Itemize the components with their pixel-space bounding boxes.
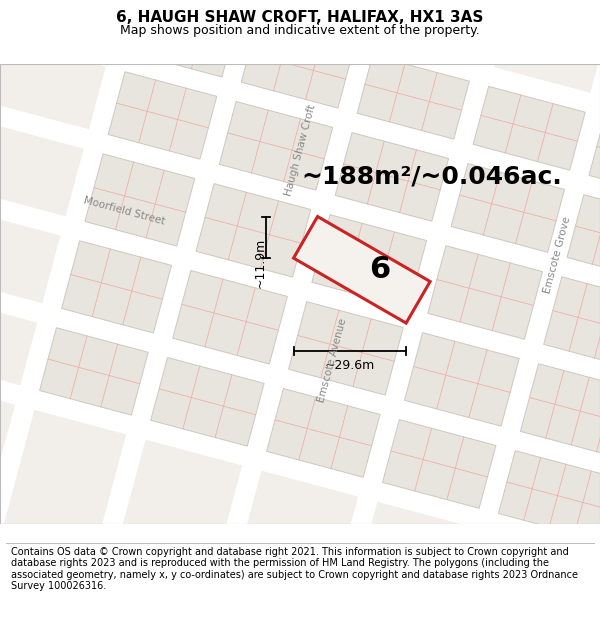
Text: Moorfield Street: Moorfield Street	[82, 196, 166, 227]
Bar	[266, 389, 380, 478]
Bar	[108, 72, 217, 159]
Bar	[289, 302, 403, 395]
Text: 6, HAUGH SHAW CROFT, HALIFAX, HX1 3AS: 6, HAUGH SHAW CROFT, HALIFAX, HX1 3AS	[116, 10, 484, 25]
Polygon shape	[89, 0, 289, 579]
Text: Emscote Grove: Emscote Grove	[542, 216, 572, 294]
Bar	[62, 241, 172, 333]
Text: 6: 6	[369, 255, 391, 284]
Bar	[544, 277, 600, 372]
Text: ~11.9m: ~11.9m	[254, 238, 267, 288]
Bar	[219, 101, 332, 190]
Polygon shape	[436, 0, 600, 625]
Polygon shape	[293, 216, 430, 323]
Text: ~29.6m: ~29.6m	[325, 359, 375, 372]
Bar	[589, 118, 600, 202]
Polygon shape	[205, 0, 405, 611]
Bar	[520, 364, 600, 459]
Polygon shape	[320, 0, 521, 625]
Bar	[196, 184, 311, 277]
Polygon shape	[0, 357, 590, 558]
Bar	[241, 24, 353, 108]
Bar	[85, 154, 195, 246]
Bar	[499, 451, 600, 541]
Bar	[312, 214, 427, 308]
Text: Contains OS data © Crown copyright and database right 2021. This information is : Contains OS data © Crown copyright and d…	[11, 546, 578, 591]
Bar	[151, 357, 264, 446]
Polygon shape	[0, 275, 600, 475]
Polygon shape	[0, 19, 600, 219]
Polygon shape	[0, 0, 178, 550]
Polygon shape	[20, 0, 600, 142]
Bar	[130, 0, 238, 77]
Text: Haugh Shaw Croft: Haugh Shaw Croft	[284, 103, 318, 197]
Polygon shape	[557, 24, 600, 625]
Polygon shape	[0, 101, 600, 301]
Bar	[451, 164, 565, 252]
Bar	[173, 271, 287, 364]
Bar	[473, 86, 585, 170]
Text: ~188m²/~0.046ac.: ~188m²/~0.046ac.	[301, 164, 562, 188]
Bar	[404, 332, 519, 426]
Bar	[40, 328, 148, 415]
Bar	[567, 195, 600, 284]
Text: Map shows position and indicative extent of the property.: Map shows position and indicative extent…	[120, 24, 480, 36]
Polygon shape	[0, 188, 600, 388]
Bar	[428, 246, 542, 339]
Bar	[357, 55, 469, 139]
Bar	[335, 132, 449, 221]
Bar	[383, 419, 496, 508]
Text: Emscote Avenue: Emscote Avenue	[316, 317, 349, 403]
